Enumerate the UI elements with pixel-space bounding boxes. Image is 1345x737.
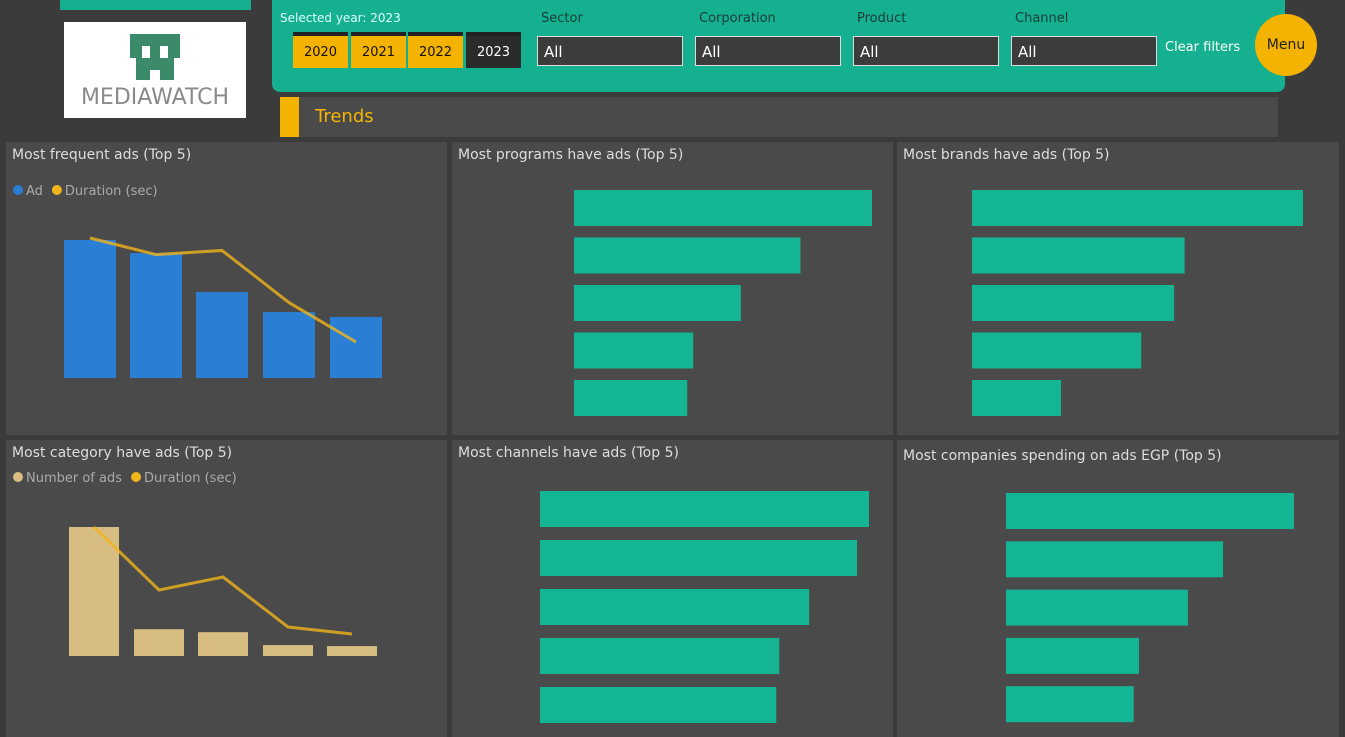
bar — [972, 380, 1062, 416]
logo: MEDIAWATCH — [64, 22, 246, 118]
dropdown-label: Channel — [1015, 11, 1069, 26]
bar — [327, 646, 377, 656]
bar — [540, 638, 780, 674]
bar — [574, 380, 688, 416]
bar — [130, 253, 182, 378]
panel-title: Most category have ads (Top 5) — [12, 445, 232, 461]
menu-button[interactable]: Menu — [1255, 14, 1317, 76]
bar — [972, 237, 1185, 274]
panel-title: Most frequent ads (Top 5) — [12, 147, 191, 163]
dropdown[interactable]: All — [695, 36, 841, 66]
bar — [540, 589, 810, 625]
logo-strip — [60, 0, 251, 10]
bar — [198, 632, 248, 656]
bar — [574, 237, 801, 274]
bar — [972, 332, 1142, 369]
panel-title: Most programs have ads (Top 5) — [458, 147, 683, 163]
dropdown-label: Product — [857, 11, 907, 26]
bar — [540, 687, 777, 723]
bar — [134, 629, 184, 656]
dropdown[interactable]: All — [1011, 36, 1157, 66]
section-header: Trends — [280, 97, 1278, 137]
legend-dot — [13, 185, 23, 195]
bar — [1006, 686, 1134, 723]
dropdown[interactable]: All — [537, 36, 683, 66]
dropdown[interactable]: All — [853, 36, 999, 66]
bar — [540, 540, 858, 576]
line — [92, 525, 353, 636]
legend-dot — [131, 472, 142, 482]
logo-icon: MEDIAWATCH — [81, 34, 229, 110]
legend-dot — [51, 185, 62, 195]
bar — [574, 190, 872, 226]
panel-title: Most channels have ads (Top 5) — [458, 445, 679, 461]
selected-year: Selected year: 2023 — [280, 11, 401, 25]
bar — [69, 527, 119, 656]
legend-label: Duration (sec) — [65, 184, 158, 199]
year-button[interactable]: 2020 — [293, 32, 348, 68]
section-title: Trends — [315, 106, 374, 127]
logo-text: MEDIAWATCH — [81, 85, 229, 110]
legend-dot — [13, 472, 23, 482]
bar — [540, 491, 869, 527]
dropdown-label: Sector — [541, 11, 583, 26]
bar — [330, 316, 382, 378]
bar — [64, 240, 116, 378]
bar — [263, 645, 313, 656]
filter-bar: Selected year: 2023 2020 2021 2022 2023 … — [272, 0, 1285, 92]
year-button[interactable]: 2021 — [351, 32, 406, 68]
dropdown-label: Corporation — [699, 11, 776, 26]
line — [89, 236, 357, 344]
legend-label: Duration (sec) — [144, 471, 237, 486]
bar — [574, 285, 741, 321]
bar — [263, 312, 315, 378]
bar — [1006, 541, 1224, 578]
bar — [574, 332, 694, 369]
legend-label: Number of ads — [26, 471, 122, 486]
year-button-selected[interactable]: 2023 — [466, 32, 521, 68]
bar — [972, 190, 1303, 226]
bar — [972, 285, 1175, 321]
bar — [1006, 493, 1294, 529]
bar — [1006, 637, 1139, 674]
panel-title: Most companies spending on ads EGP (Top … — [903, 448, 1222, 464]
bar — [196, 292, 248, 378]
year-button[interactable]: 2022 — [408, 32, 463, 68]
legend-label: Ad — [26, 184, 43, 199]
bar — [1006, 589, 1188, 626]
section-accent — [280, 97, 299, 137]
panel-title: Most brands have ads (Top 5) — [903, 147, 1110, 163]
clear-filters[interactable]: Clear filters — [1165, 40, 1241, 55]
